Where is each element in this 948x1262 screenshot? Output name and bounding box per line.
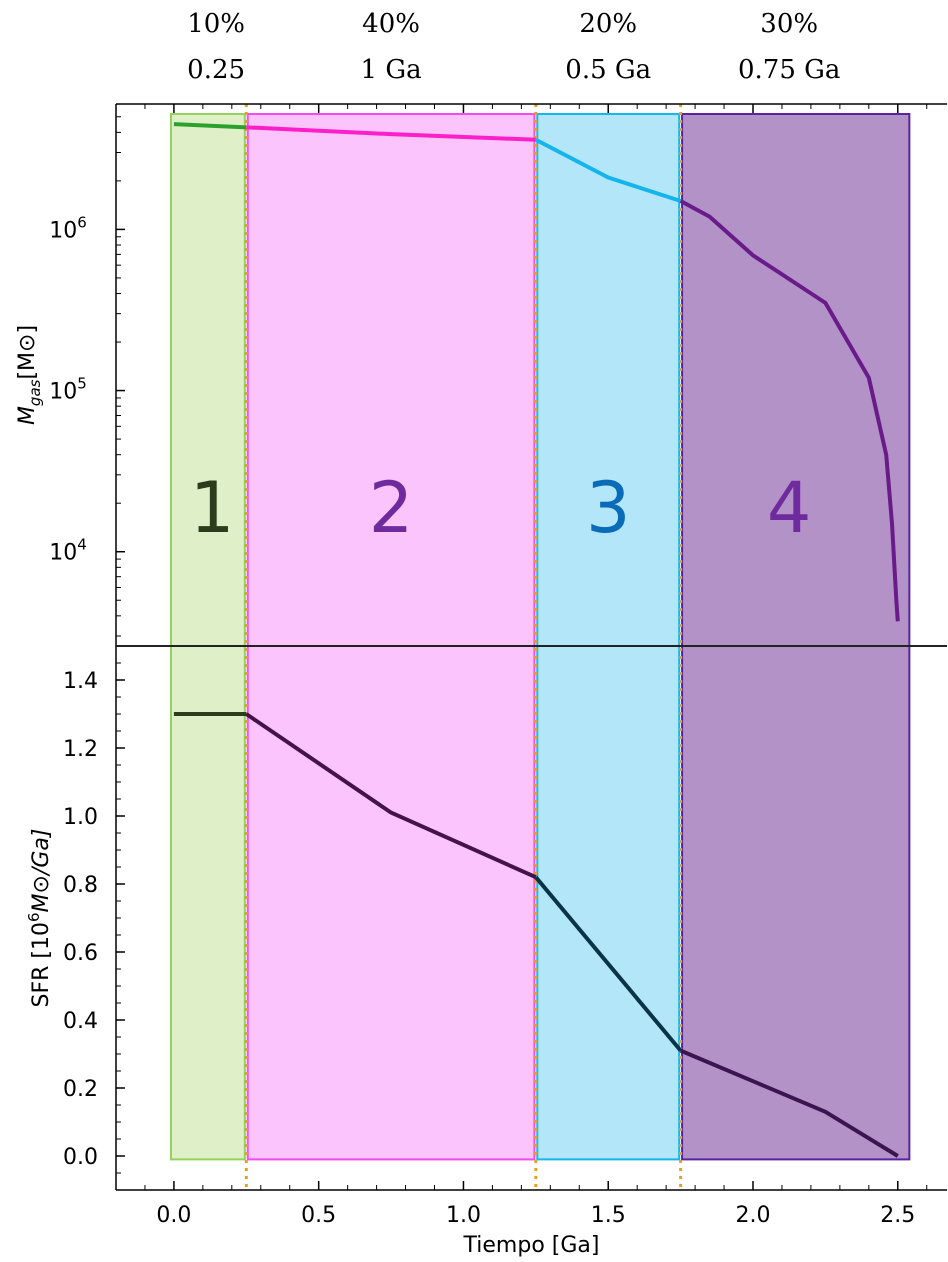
- bottom-ytick-label-8: 1.4: [63, 669, 98, 694]
- sfr-line-4: [679, 1048, 899, 1158]
- phase-rect-3: [536, 113, 681, 1161]
- phase-duration-3: 0.5 Ga: [565, 55, 651, 85]
- phase-number-1: 1: [190, 467, 235, 549]
- phase-number-4: 4: [767, 467, 812, 549]
- phase-percent-2: 40%: [362, 9, 420, 39]
- bottom-ytick-label-4: 0.6: [63, 941, 98, 966]
- phase-rects: [170, 113, 911, 1161]
- phase-number-3: 3: [586, 467, 631, 549]
- ylabel-rest: [M⊙]: [15, 325, 40, 380]
- xtick-label-5: 2.0: [736, 1203, 771, 1228]
- sfr-label-exp: 6: [25, 912, 43, 922]
- phase-duration-4: 0.75 Ga: [738, 55, 840, 85]
- bottom-y-axis-label: SFR [106M⊙/Ga]: [25, 829, 54, 1008]
- xtick-label-3: 1.0: [446, 1203, 481, 1228]
- xtick-label-2: 0.5: [301, 1203, 336, 1228]
- axes: [115, 103, 947, 1191]
- bottom-ytick-label-7: 1.2: [63, 737, 98, 762]
- phase-percent-4: 30%: [760, 9, 818, 39]
- ylabel-sub: gas: [26, 379, 44, 406]
- bottom-ytick-label-6: 1.0: [63, 805, 98, 830]
- sfr-line-2: [245, 712, 537, 880]
- phase-percent-3: 20%: [579, 9, 637, 39]
- phase-duration-2: 1 Ga: [361, 55, 422, 85]
- phase-rect-2: [246, 113, 536, 1161]
- x-axis-label: Tiempo [Ga]: [463, 1233, 600, 1258]
- top-y-axis-label: Mgas[M⊙]: [15, 325, 44, 425]
- gas-mass-line-1: [173, 122, 247, 130]
- xtick-label-1: 0.0: [156, 1203, 191, 1228]
- phase-rect-1: [170, 113, 246, 1161]
- ticks: 104 105 106 0.0 0.2 0.4 0.6 0.8 1.0 1.2 1.4 0.0 0.5 1…: [49, 103, 928, 1228]
- xtick-label-6: 2.5: [880, 1203, 915, 1228]
- gas-mass-line-4: [679, 199, 900, 622]
- xtick-label-4: 1.5: [591, 1203, 626, 1228]
- sfr-series: [173, 712, 899, 1158]
- phase-percent-1: 10%: [187, 9, 245, 39]
- bottom-ytick-label-3: 0.4: [63, 1009, 98, 1034]
- top-ytick-label-2: 105: [49, 375, 87, 405]
- top-ytick-label-1: 104: [49, 536, 87, 566]
- bottom-ytick-label-5: 0.8: [63, 873, 98, 898]
- bottom-ytick-label-2: 0.2: [63, 1077, 98, 1102]
- top-ytick-exp-3: 6: [77, 213, 87, 231]
- top-ytick-label-3: 106: [49, 213, 87, 243]
- top-ytick-exp-1: 4: [77, 536, 87, 554]
- gas-mass-line-3: [534, 137, 682, 203]
- sfr-label-rest: M⊙/Ga]: [29, 829, 54, 913]
- gas-mass-line-2: [246, 125, 536, 142]
- phase-duration-1: 0.25: [187, 55, 245, 85]
- sfr-label-base: SFR [10: [29, 922, 54, 1007]
- sfr-line-3: [534, 875, 683, 1052]
- phase-rect-4: [681, 113, 911, 1161]
- phase-number-2: 2: [369, 467, 414, 549]
- gas-mass-series: [173, 122, 900, 622]
- phase-boundaries: [244, 104, 683, 1190]
- ylabel-base: M: [15, 406, 40, 425]
- bottom-ytick-label-1: 0.0: [63, 1145, 98, 1170]
- top-ytick-exp-2: 5: [77, 375, 87, 393]
